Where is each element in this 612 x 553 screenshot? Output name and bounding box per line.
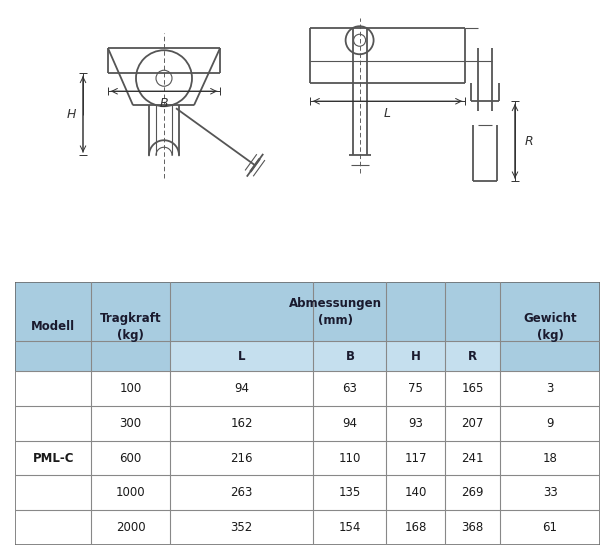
Text: H: H (66, 108, 76, 121)
Text: 269: 269 (461, 486, 484, 499)
Text: 2000: 2000 (116, 521, 146, 534)
Bar (91, 282, 170, 372)
Bar (170, 282, 501, 341)
Text: 93: 93 (408, 417, 423, 430)
Text: 61: 61 (543, 521, 558, 534)
Text: PML-C: PML-C (32, 451, 74, 465)
Text: 9: 9 (547, 417, 554, 430)
Text: 135: 135 (339, 486, 361, 499)
Bar (15, 372, 600, 406)
Text: L: L (384, 107, 391, 120)
Text: 263: 263 (231, 486, 253, 499)
Text: 117: 117 (405, 451, 427, 465)
Text: 110: 110 (338, 451, 361, 465)
Text: 168: 168 (405, 521, 427, 534)
Bar (501, 282, 600, 372)
Text: 352: 352 (231, 521, 253, 534)
Text: 100: 100 (119, 382, 142, 395)
Text: 75: 75 (408, 382, 423, 395)
Text: 368: 368 (461, 521, 483, 534)
Text: B: B (345, 349, 354, 363)
Text: R: R (524, 135, 533, 148)
Text: Gewicht
(kg): Gewicht (kg) (523, 312, 577, 342)
Text: 94: 94 (234, 382, 249, 395)
Text: 300: 300 (120, 417, 142, 430)
Text: 165: 165 (461, 382, 484, 395)
Text: 1000: 1000 (116, 486, 146, 499)
Text: 216: 216 (231, 451, 253, 465)
Text: 162: 162 (231, 417, 253, 430)
Text: 3: 3 (547, 382, 554, 395)
Text: R: R (468, 349, 477, 363)
Text: L: L (238, 349, 245, 363)
Text: 241: 241 (461, 451, 484, 465)
Text: B: B (160, 97, 168, 109)
Bar (15, 441, 600, 476)
Bar (15, 282, 91, 372)
Text: Abmessungen
(mm): Abmessungen (mm) (289, 296, 382, 327)
Bar (15, 510, 600, 545)
Text: 207: 207 (461, 417, 484, 430)
Text: 63: 63 (343, 382, 357, 395)
Text: 600: 600 (119, 451, 142, 465)
Text: 140: 140 (405, 486, 427, 499)
Text: 94: 94 (342, 417, 357, 430)
Bar (15, 406, 600, 441)
Text: H: H (411, 349, 420, 363)
Bar (15, 476, 600, 510)
Bar (170, 341, 501, 372)
Text: 33: 33 (543, 486, 558, 499)
Text: Modell: Modell (31, 320, 75, 333)
Text: 18: 18 (543, 451, 558, 465)
Text: 154: 154 (338, 521, 361, 534)
Text: Tragkraft
(kg): Tragkraft (kg) (100, 312, 162, 342)
